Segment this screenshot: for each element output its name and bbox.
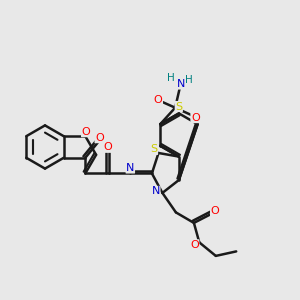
Text: O: O	[191, 112, 200, 123]
Text: N: N	[152, 186, 160, 197]
Text: N: N	[177, 79, 185, 89]
Text: O: O	[154, 95, 163, 105]
Text: O: O	[190, 240, 199, 250]
Text: N: N	[126, 163, 134, 173]
Text: H: H	[167, 73, 175, 83]
Text: O: O	[211, 206, 219, 216]
Text: O: O	[95, 133, 104, 143]
Text: O: O	[104, 142, 112, 152]
Text: O: O	[82, 127, 90, 137]
Text: S: S	[150, 144, 158, 154]
Text: S: S	[175, 101, 182, 112]
Text: H: H	[185, 75, 193, 85]
